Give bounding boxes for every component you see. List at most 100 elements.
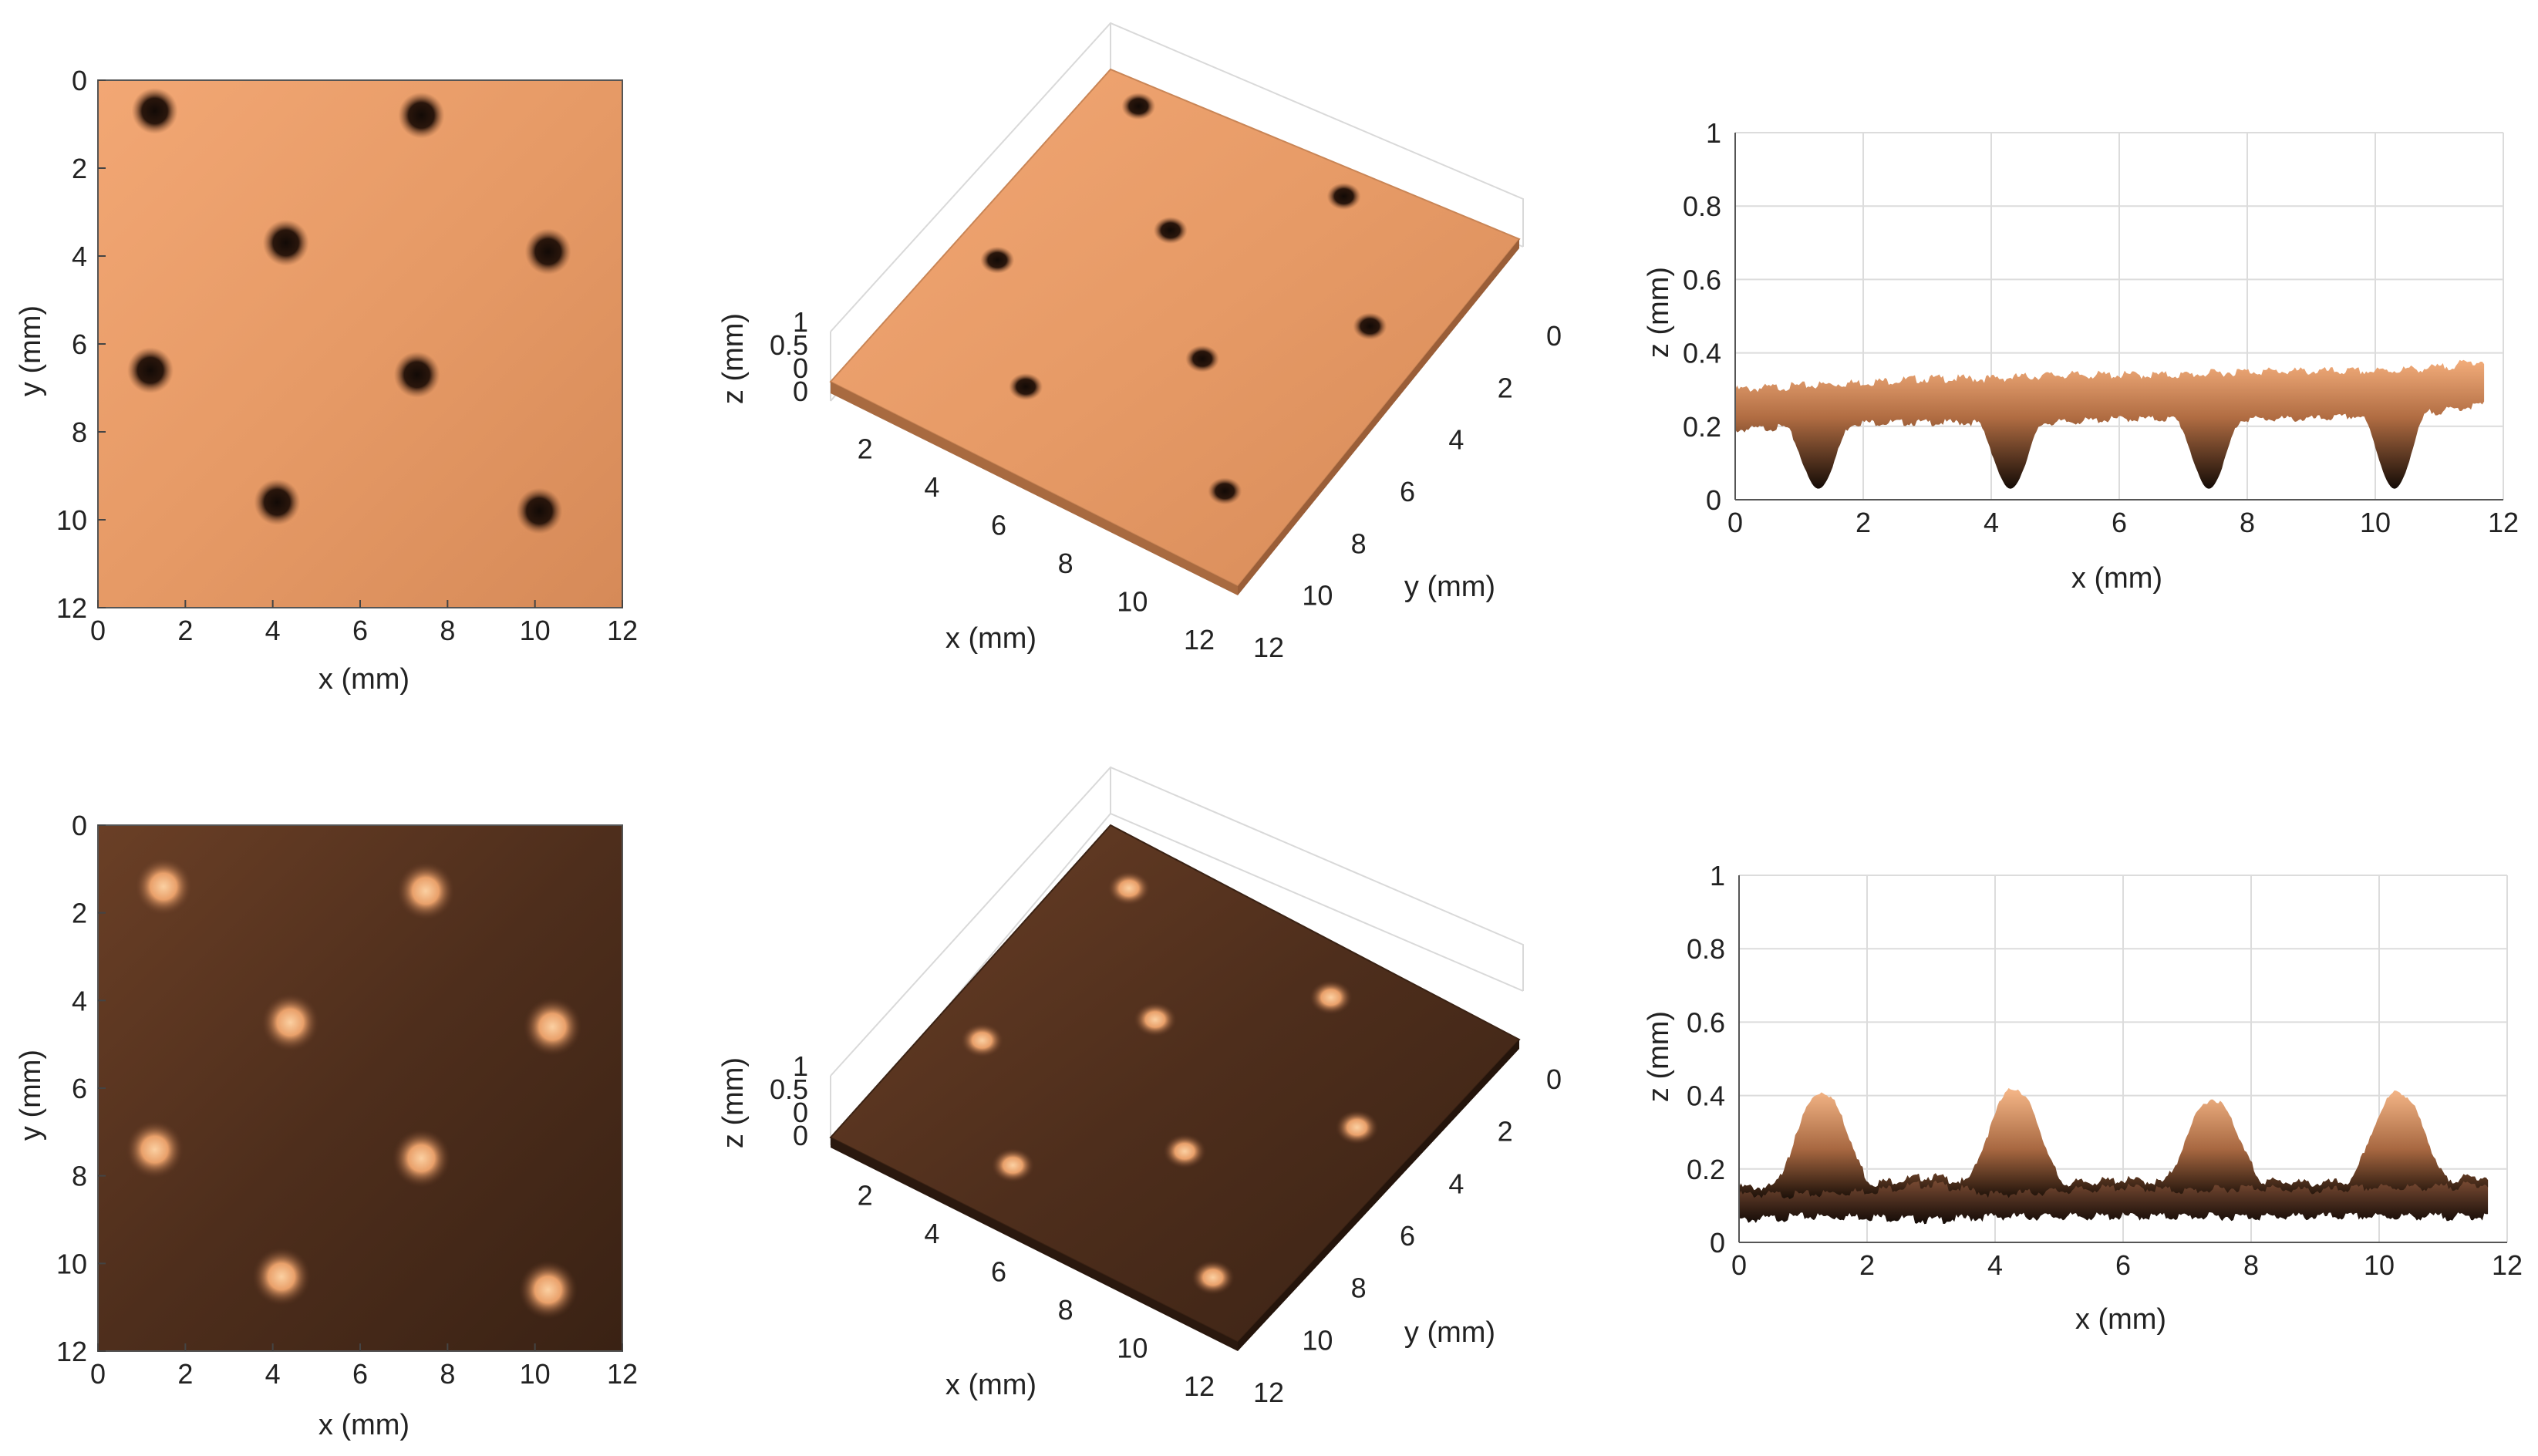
y-tick-label: 8 <box>72 416 87 448</box>
x-tick-label: 0 <box>90 615 106 646</box>
top-3d-side-edge <box>1238 239 1519 595</box>
y-tick-label: 0.8 <box>1683 190 1721 222</box>
x-tick-label: 0 <box>90 1358 106 1390</box>
x-tick-label: 6 <box>2115 1249 2131 1281</box>
y-tick-label: 12 <box>56 1336 87 1367</box>
bump-mark <box>1133 1002 1177 1037</box>
bump-mark <box>396 861 455 921</box>
bottom-map-ylabel: y (mm) <box>15 1050 47 1141</box>
x-tick-label: 6 <box>352 615 368 646</box>
x-tick-label: 8 <box>440 615 455 646</box>
x-tick-label: 2 <box>858 1180 873 1212</box>
bump-mark <box>1309 979 1353 1015</box>
top-3d-front-edge <box>831 382 1238 595</box>
z-tick-label: 0 <box>793 1120 808 1151</box>
bump-mark <box>1335 1110 1379 1145</box>
y-tick-label: 2 <box>72 898 87 929</box>
bottom-profile-axes: 0 2 4 6 8 10 12 0 0.2 0.4 0.6 0.8 1 <box>1687 860 2523 1281</box>
dimple-mark <box>262 219 309 266</box>
top-3d-ylabel: y (mm) <box>1404 571 1495 603</box>
top-3d-zlabel: z (mm) <box>717 313 750 404</box>
y-tick-label: 0.2 <box>1683 411 1721 443</box>
y-tick-label: 0 <box>1710 1227 1725 1259</box>
top-profile-area <box>1735 359 2485 489</box>
x-tick-label: 8 <box>1058 1294 1074 1326</box>
z-tick-label: 1 <box>793 1050 808 1082</box>
z-tick-label: 0 <box>793 352 808 384</box>
dimple-mark <box>254 479 301 526</box>
z-tick-label: 0 <box>793 376 808 407</box>
bottom-profile-peaks <box>1739 1087 2489 1199</box>
dimple-mark <box>1208 477 1242 505</box>
bump-mark <box>518 1260 578 1320</box>
x-tick-label: 8 <box>2240 507 2255 538</box>
dimple-mark <box>1153 217 1188 244</box>
y-tick-label: 8 <box>72 1161 87 1192</box>
dimple-mark <box>1185 345 1220 372</box>
x-tick-label: 10 <box>2360 507 2391 538</box>
x-tick-label: 2 <box>177 615 193 646</box>
bottom-3d-xlabel: x (mm) <box>945 1369 1036 1401</box>
y-tick-label: 6 <box>72 329 87 360</box>
bump-mark <box>1163 1134 1207 1169</box>
y-tick-label: 2 <box>1498 1116 1513 1148</box>
dimple-mark <box>127 347 174 394</box>
bottom-3d-zlabel: z (mm) <box>717 1057 750 1148</box>
x-tick-label: 4 <box>1984 507 1999 538</box>
x-tick-label: 8 <box>440 1358 455 1390</box>
y-tick-label: 10 <box>56 1248 87 1279</box>
dimple-mark <box>516 487 563 534</box>
y-tick-label: 1 <box>1706 117 1721 149</box>
x-tick-label: 12 <box>2492 1249 2523 1281</box>
y-tick-label: 6 <box>1400 1220 1415 1252</box>
bottom-profile-xlabel: x (mm) <box>2075 1303 2166 1336</box>
top-map-xlabel: x (mm) <box>319 663 410 696</box>
y-tick-label: 12 <box>1253 1377 1284 1408</box>
dimple-mark <box>524 228 571 275</box>
bottom-3d-ylabel: y (mm) <box>1404 1316 1495 1349</box>
top-profile-panel: 0 2 4 6 8 10 12 0 0.2 0.4 0.6 0.8 1 x (mm) z (mm) <box>1643 117 2519 595</box>
bump-mark <box>1107 871 1151 906</box>
x-tick-label: 6 <box>991 1256 1006 1288</box>
bump-mark <box>960 1023 1004 1058</box>
x-tick-label: 12 <box>1184 1370 1215 1402</box>
x-tick-label: 10 <box>2364 1249 2395 1281</box>
y-tick-label: 6 <box>1400 476 1415 507</box>
y-tick-label: 10 <box>1302 1324 1333 1356</box>
dimple-mark <box>1353 312 1387 340</box>
y-tick-label: 0.4 <box>1687 1080 1725 1112</box>
dimple-mark <box>1121 93 1156 120</box>
dimple-mark <box>980 246 1015 274</box>
x-tick-label: 2 <box>177 1358 193 1390</box>
x-tick-label: 12 <box>607 1358 638 1390</box>
top-profile-axes: 0 2 4 6 8 10 12 0 0.2 0.4 0.6 0.8 1 <box>1683 117 2519 538</box>
bump-mark <box>261 993 320 1052</box>
bottom-map-xlabel: x (mm) <box>319 1409 410 1441</box>
dimple-mark <box>1326 182 1361 211</box>
x-tick-label: 6 <box>352 1358 368 1390</box>
top-3d-features <box>980 93 1387 505</box>
top-map-ylabel: y (mm) <box>15 305 47 396</box>
x-tick-label: 0 <box>1727 507 1743 538</box>
y-tick-label: 6 <box>72 1073 87 1104</box>
y-tick-label: 8 <box>1351 527 1367 559</box>
x-tick-label: 2 <box>1855 507 1871 538</box>
x-tick-label: 10 <box>1117 586 1148 618</box>
x-tick-label: 12 <box>2488 507 2519 538</box>
y-tick-label: 10 <box>56 504 87 536</box>
y-tick-label: 12 <box>56 592 87 624</box>
y-tick-label: 4 <box>72 985 87 1016</box>
y-tick-label: 0 <box>72 65 87 96</box>
bottom-3d-features <box>960 871 1379 1295</box>
x-tick-label: 8 <box>1058 548 1074 579</box>
bottom-3d-surface <box>829 824 1521 1343</box>
bump-mark <box>252 1247 311 1306</box>
x-tick-label: 6 <box>2112 507 2127 538</box>
